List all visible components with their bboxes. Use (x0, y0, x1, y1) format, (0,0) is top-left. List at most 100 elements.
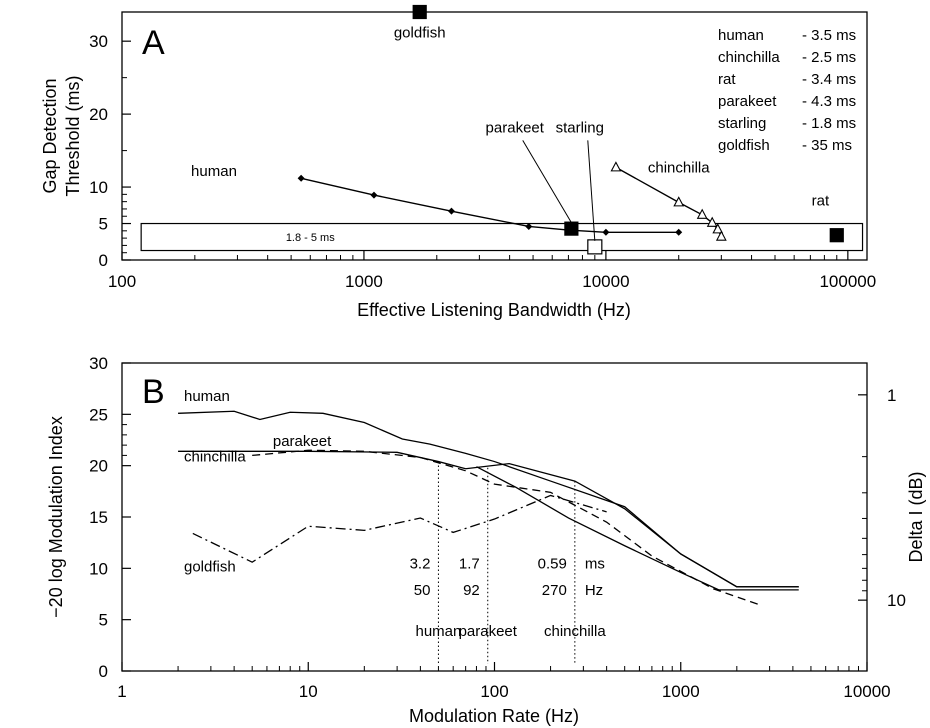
panel-b-x-tick-label: 1000 (662, 682, 700, 701)
panel-b-y-tick-label: 20 (89, 457, 108, 476)
panel-b-crossover-ms-human: 3.2 (410, 555, 431, 572)
panel-b-series-chinchilla-line (178, 450, 799, 588)
panel-a-point-goldfish (412, 4, 427, 20)
panel-a-series-human-point (525, 222, 533, 230)
panel-b-series-goldfish-line (192, 494, 607, 563)
panel-b-unit-ms: ms (585, 555, 605, 572)
panel-a-range-band (140, 222, 864, 252)
panel-b-y2-tick-label: 10 (887, 591, 906, 610)
panel-b-crossovers: 3.2 50 human 1.7 92 parakeet 0.59 270 chinchilla… (410, 461, 606, 664)
panel-b-y-tick-label: 5 (99, 611, 108, 630)
panel-b-crossover-ms-parakeet: 1.7 (459, 555, 480, 572)
panel-a-point-rat (829, 228, 844, 243)
panel-b-ticks: 1 10 100 1000 10000 0 5 10 15 20 25 30 1 10 (89, 354, 906, 701)
panel-a-label-goldfish: goldfish (394, 25, 446, 42)
panel-a-series-human-point (675, 228, 683, 236)
panel-a-point-starling (587, 239, 603, 255)
panel-b-x-axis-title: Modulation Rate (Hz) (409, 706, 579, 726)
panel-b-x-tick-label: 10000 (843, 682, 890, 701)
panel-b-annotations: human parakeet chinchilla goldfish (184, 388, 332, 575)
panel-a-series (297, 161, 727, 241)
panel-a-legend-species: starling (718, 115, 766, 132)
panel-b-x-tick-label: 10 (299, 682, 318, 701)
panel-b-crossover-hz-human: 50 (414, 582, 431, 599)
panel-a-series-chinchilla-point (712, 223, 724, 234)
panel-a-legend-value: - 35 ms (802, 137, 852, 154)
panel-a-band-label: 1.8 - 5 ms (286, 232, 335, 244)
panel-a-points (412, 4, 844, 255)
panel-b-label-parakeet: parakeet (273, 433, 332, 450)
panel-b-y-axis-title: −20 log Modulation Index (46, 416, 66, 618)
panel-a-series-chinchilla-point (696, 208, 708, 219)
panel-a-point-parakeet (564, 221, 579, 236)
panel-a-x-axis-title: Effective Listening Bandwidth (Hz) (357, 300, 631, 320)
panel-a-series-chinchilla-point (706, 216, 718, 227)
panel-a-x-tick-label: 100 (108, 272, 136, 291)
panel-a-ticks: 100 1000 10000 100000 0 5 10 20 30 (89, 32, 876, 291)
panel-a-legend-species: human (718, 27, 764, 44)
panel-b-y2-tick-label: 1 (887, 386, 896, 405)
panel-b-label-chinchilla: chinchilla (184, 449, 246, 466)
panel-a-y-title-line2: Threshold (ms) (63, 75, 83, 196)
panel-a-y-tick-label: 0 (99, 251, 108, 270)
panel-a-letter: A (142, 24, 165, 62)
panel-b-y-tick-label: 0 (99, 662, 108, 681)
panel-a-band: 1.8 - 5 ms (140, 222, 864, 252)
panel-a-series-chinchilla-point (715, 230, 727, 241)
panel-b-series-chinchilla-lower-line (476, 466, 799, 591)
panel-a-plot-frame (121, 11, 868, 261)
panel-b-y-tick-label: 15 (89, 508, 108, 527)
panel-a-legend-value: - 3.5 ms (802, 27, 856, 44)
panel-a-legend-species: parakeet (718, 93, 777, 110)
panel-b-label-goldfish: goldfish (184, 558, 236, 575)
panel-a-x-tick-label: 10000 (582, 272, 629, 291)
panel-a-x-tick-label: 100000 (819, 272, 876, 291)
panel-a-label-starling: starling (556, 119, 604, 136)
panel-a-y-title-line1: Gap Detection (40, 78, 60, 193)
panel-a-annotations: goldfish human parakeet starling chinchilla r… (191, 25, 830, 241)
panel-a-label-chinchilla: chinchilla (648, 159, 710, 176)
panel-a-legend-value: - 3.4 ms (802, 71, 856, 88)
panel-a-label-parakeet: parakeet (486, 119, 545, 136)
panel-b-series (178, 410, 799, 605)
panel-a-series-human-point (370, 191, 378, 199)
panel-a-y-tick-label: 20 (89, 105, 108, 124)
panel-b-crossover-ms-chinchilla: 0.59 (538, 555, 567, 572)
panel-b-x-tick-label: 1 (117, 682, 126, 701)
panel-b-letter: B (142, 373, 165, 411)
panel-a-legend-table: human - 3.5 ms chinchilla - 2.5 ms rat - 3.4 … (718, 27, 856, 154)
panel-b-y2-axis-title: Delta I (dB) (906, 471, 926, 562)
panel-a-series-human-point (297, 174, 305, 182)
panel-b-series-human-line (178, 410, 799, 588)
panel-b-crossover-species-chinchilla: chinchilla (544, 623, 606, 640)
panel-a-legend-value: - 1.8 ms (802, 115, 856, 132)
panel-b-crossover-species-parakeet: parakeet (459, 623, 518, 640)
panel-a-series-chinchilla-point (673, 196, 685, 207)
panel-a-y-tick-label: 5 (99, 215, 108, 234)
panel-b-label-human: human (184, 388, 230, 405)
panel-a-label-human: human (191, 163, 237, 180)
panel-a-legend-species: rat (718, 71, 736, 88)
panel-b-x-tick-label: 100 (480, 682, 508, 701)
panel-a-y-tick-label: 30 (89, 32, 108, 51)
panel-b-crossover-species-human: human (415, 623, 461, 640)
panel-a-leader-parakeet (522, 140, 572, 223)
panel-a-y-axis-title: Gap Detection Threshold (ms) (40, 75, 83, 196)
panel-b-crossover-hz-chinchilla: 270 (542, 582, 567, 599)
panel-b-y-tick-label: 30 (89, 354, 108, 373)
panel-b-unit-hz: Hz (585, 582, 603, 599)
panel-a-series-human-point (602, 228, 610, 236)
panel-a-label-rat: rat (812, 192, 830, 209)
panel-a-y-tick-label: 10 (89, 178, 108, 197)
panel-b-y-tick-label: 10 (89, 559, 108, 578)
panel-a-legend-species: goldfish (718, 137, 770, 154)
panel-b-series-parakeet-line (252, 449, 759, 605)
panel-a-x-tick-label: 1000 (345, 272, 383, 291)
panel-a-series-chinchilla-line (615, 166, 722, 237)
panel-a-legend-value: - 4.3 ms (802, 93, 856, 110)
panel-a-leader-starling (587, 140, 596, 241)
panel-b-crossover-hz-parakeet: 92 (463, 582, 480, 599)
panel-a-legend-value: - 2.5 ms (802, 49, 856, 66)
panel-a-legend-species: chinchilla (718, 49, 780, 66)
